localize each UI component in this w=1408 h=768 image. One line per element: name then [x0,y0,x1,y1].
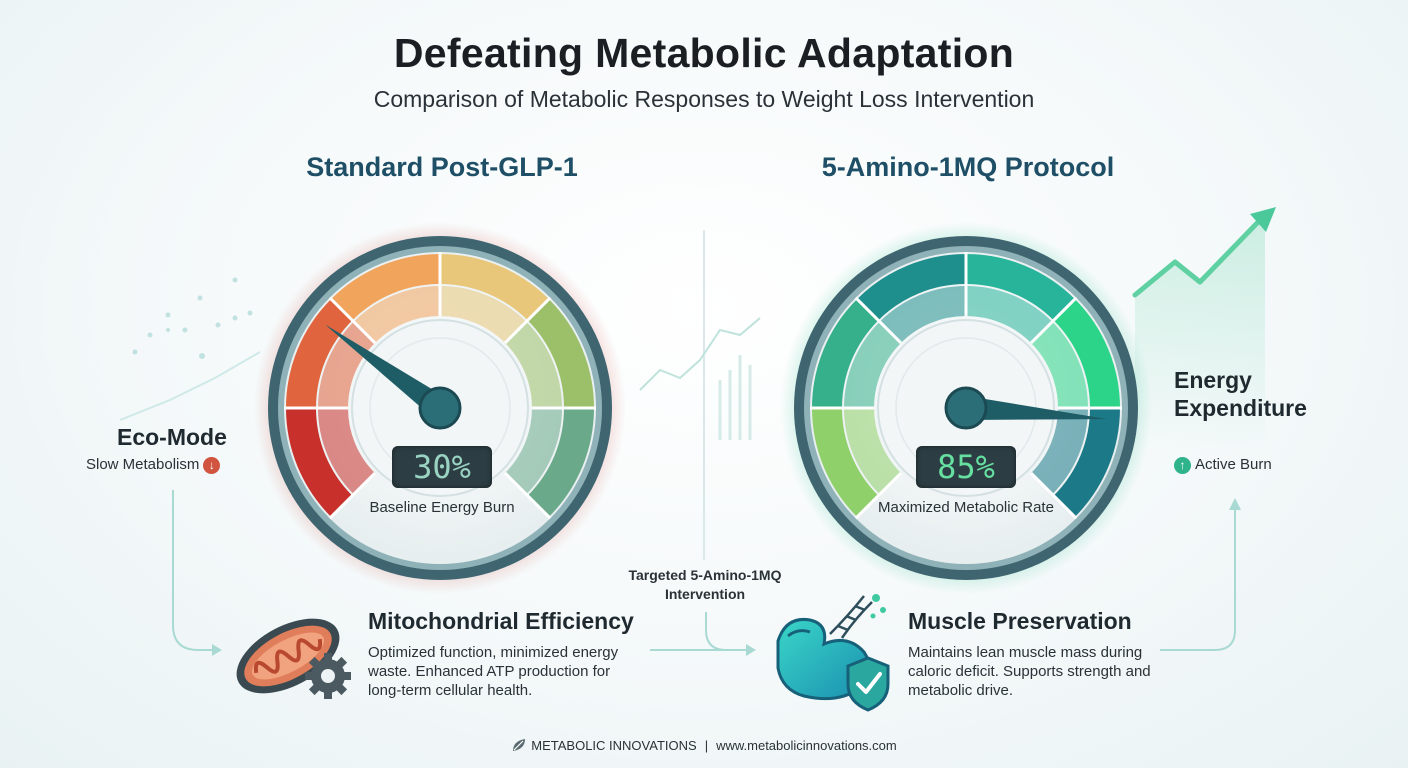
left-gauge-tick [503,471,552,520]
right-gauge-readout: 85% [916,446,1016,488]
left-gauge-hub [418,386,462,430]
left-gauge-outer-segment [286,299,353,408]
page-subtitle: Comparison of Metabolic Responses to Wei… [373,86,1035,112]
right-gauge-caption: Maximized Metabolic Rate [878,499,1054,516]
left-gauge-needle [325,324,448,418]
slow-metabolism-status: Slow Metabolism ↓ [86,456,224,474]
right-gauge-inner-segment [844,321,901,408]
right-gauge-tick [854,471,903,520]
mitochondrial-efficiency-text: Optimized function, minimized energy was… [368,643,634,700]
right-panel-title: 5-Amino-1MQ Protocol [821,152,1115,182]
muscle-text-line1: Maintains lean muscle mass during [908,644,1143,661]
intervention-label: Targeted 5-Amino-1MQ Intervention [600,566,810,604]
left-gauge-caption: Baseline Energy Burn [369,499,515,516]
left-gauge-inner-segment [505,408,562,495]
mitochondrial-text-line1: Optimized function, minimized energy [368,644,619,661]
left-gauge-outer-segment [527,408,594,517]
right-gauge-outer-segment [1053,299,1120,408]
intervention-line1: Targeted 5-Amino-1MQ [628,567,782,583]
right-gauge-inner-segment [844,408,901,495]
muscle-preservation-block: Muscle Preservation Maintains lean muscl… [908,608,1151,700]
mitochondrial-efficiency-block: Mitochondrial Efficiency Optimized funct… [368,608,634,700]
right-gauge-outer-segment [966,254,1075,321]
page-title: Defeating Metabolic Adaptation [393,30,1015,76]
active-burn-status: ↑ Active Burn [1170,456,1272,474]
right-gauge-hub [944,386,988,430]
left-gauge-inner-segment [440,286,527,343]
right-gauge-tick [1029,296,1078,345]
mitochondria-gear-icon [236,618,351,699]
right-gauge-inner-segment [966,286,1053,343]
muscle-text-line2: caloric deficit. Supports strength and [908,663,1151,680]
right-gauge-tick [854,296,903,345]
right-gauge-inner-segment [1031,408,1088,495]
muscle-dna-shield-icon [776,594,890,712]
left-gauge-inner-segment [318,321,375,408]
arrow-down-icon: ↓ [203,456,221,474]
left-gauge-inner-segment [318,408,375,495]
right-gauge-outer-segment [812,299,879,408]
muscle-preservation-text: Maintains lean muscle mass during calori… [908,643,1151,700]
energy-expenditure-line1: Energy [1174,367,1252,393]
left-gauge-inner-segment [353,286,440,343]
left-gauge-outer-segment [286,408,353,517]
right-gauge-inner-segment [1031,321,1088,408]
right-gauge-needle [965,396,1108,420]
left-gauge-outer-segment [440,254,549,321]
right-gauge-inner-segment [879,286,966,343]
intervention-line2: Intervention [664,586,746,602]
muscle-preservation-title: Muscle Preservation [908,608,1132,634]
slow-metabolism-text: Slow Metabolism [86,456,200,473]
eco-mode-label: Eco-Mode [117,424,227,450]
energy-expenditure-line2: Expenditure [1174,395,1307,421]
footer-brand: METABOLIC INNOVATIONS [531,738,697,753]
right-metabolic-gauge [780,222,1152,594]
left-metabolic-gauge [254,222,626,594]
right-gauge-outer-segment [1053,408,1120,517]
right-gauge-outer-segment [857,254,966,321]
left-gauge-tick [328,296,377,345]
active-burn-text: Active Burn [1195,456,1272,473]
muscle-text-line3: metabolic drive. [908,682,1014,699]
left-panel-title: Standard Post-GLP-1 [306,152,578,182]
mitochondrial-text-line3: long-term cellular health. [368,682,533,699]
right-gauge-tick [1029,471,1078,520]
mitochondrial-text-line2: waste. Enhanced ATP production for [368,663,611,680]
left-gauge-readout: 30% [392,446,492,488]
left-gauge-inner-segment [505,321,562,408]
footer-url[interactable]: www.metabolicinnovations.com [716,738,897,753]
footer-separator: | [704,738,709,753]
mitochondrial-efficiency-title: Mitochondrial Efficiency [368,608,634,634]
leaf-logo-icon [513,739,526,751]
arrow-up-icon: ↑ [1174,456,1191,474]
left-gauge-outer-segment [331,254,440,321]
energy-expenditure-label: Energy Expenditure [1174,366,1307,422]
footer: METABOLIC INNOVATIONS | www.metabolicinnov… [0,738,1408,753]
left-gauge-tick [328,471,377,520]
left-gauge-tick [503,296,552,345]
right-gauge-outer-segment [812,408,879,517]
left-gauge-outer-segment [527,299,594,408]
